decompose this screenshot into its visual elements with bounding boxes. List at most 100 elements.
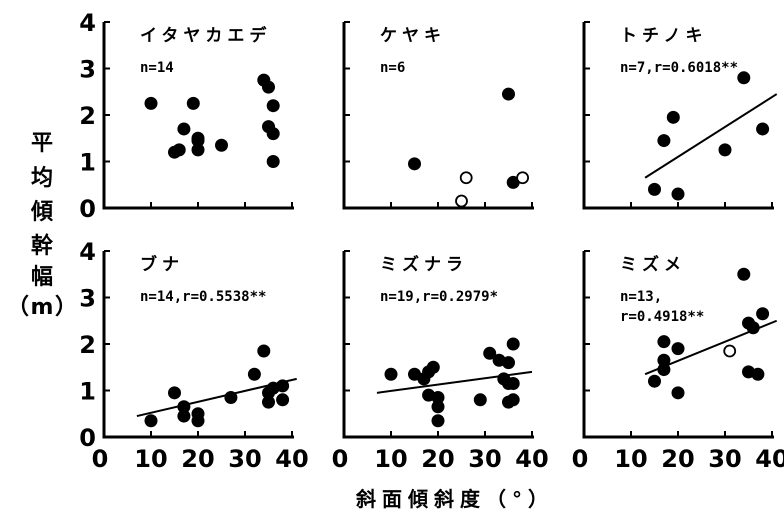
y-tick-label: 4 bbox=[79, 9, 96, 37]
data-point-filled bbox=[746, 321, 760, 335]
x-tick-label: 20 bbox=[181, 445, 214, 473]
panel-title: トチノキ bbox=[620, 26, 708, 46]
data-point-filled bbox=[177, 400, 191, 414]
panel: トチノキ n=7,r=0.6018** bbox=[582, 21, 778, 210]
data-point-filled bbox=[144, 414, 158, 428]
data-point-filled bbox=[751, 367, 765, 381]
data-point-filled bbox=[426, 360, 440, 374]
panel: ケヤキ n=6 bbox=[342, 21, 534, 210]
data-point-filled bbox=[177, 409, 191, 423]
data-point-filled bbox=[506, 393, 520, 407]
panel-stats: n=14,r=0.5538** bbox=[140, 289, 266, 305]
y-tick-label: 0 bbox=[79, 424, 96, 452]
y-tick-label: 3 bbox=[79, 285, 96, 313]
data-point-filled bbox=[262, 80, 275, 94]
data-point-filled bbox=[384, 367, 398, 381]
x-tick-label: 30 bbox=[468, 445, 501, 473]
data-point-filled bbox=[756, 307, 770, 321]
x-axis-label: 斜面傾斜度（°） bbox=[355, 487, 554, 511]
x-tick-label: 40 bbox=[515, 445, 548, 473]
y-tick-label: 0 bbox=[79, 195, 96, 223]
panel-title: ブナ bbox=[140, 254, 184, 275]
panel-title: ミズナラ bbox=[380, 254, 468, 275]
data-point-open bbox=[459, 171, 473, 185]
data-point-filled bbox=[247, 367, 261, 381]
data-point-filled bbox=[506, 377, 520, 391]
data-point-filled bbox=[431, 400, 445, 414]
data-point-filled bbox=[266, 155, 280, 168]
data-point-filled bbox=[648, 182, 661, 196]
data-point-filled bbox=[502, 87, 515, 101]
data-point-filled bbox=[408, 157, 421, 171]
y-tick-label: 1 bbox=[79, 378, 96, 406]
x-tick-label: 0 bbox=[572, 445, 589, 473]
y-tick-label: 4 bbox=[79, 238, 96, 266]
data-point-filled bbox=[177, 122, 191, 136]
data-point-filled bbox=[737, 71, 751, 85]
data-point-filled bbox=[671, 386, 685, 400]
y-tick-label: 3 bbox=[79, 56, 96, 84]
y-axis-label-char: 幹 bbox=[31, 233, 54, 259]
x-tick-label: 0 bbox=[332, 445, 349, 473]
panel-stats: n=19,r=0.2979* bbox=[380, 289, 498, 305]
data-point-filled bbox=[266, 99, 280, 113]
y-tick-label: 2 bbox=[79, 331, 96, 359]
x-tick-label: 20 bbox=[661, 445, 694, 473]
data-point-filled bbox=[224, 390, 238, 404]
x-tick-label: 0 bbox=[92, 445, 109, 473]
data-point-filled bbox=[718, 143, 732, 157]
data-point-filled bbox=[262, 395, 275, 409]
data-point-filled bbox=[657, 335, 671, 349]
y-axis-label-char: ） bbox=[55, 295, 77, 320]
x-tick-label: 10 bbox=[614, 445, 647, 473]
panel-stats: n=13, bbox=[620, 289, 662, 305]
y-axis-label-char: 平 bbox=[31, 131, 53, 156]
x-tick-label: 10 bbox=[134, 445, 167, 473]
data-point-filled bbox=[431, 390, 445, 404]
y-tick-label: 2 bbox=[79, 102, 96, 130]
x-tick-label: 30 bbox=[708, 445, 741, 473]
data-point-filled bbox=[266, 127, 280, 141]
y-axis-label-char: （ bbox=[7, 295, 29, 320]
data-point-filled bbox=[191, 131, 205, 145]
y-axis-label-char: 幅 bbox=[31, 265, 53, 290]
data-point-filled bbox=[144, 96, 158, 110]
data-point-filled bbox=[168, 386, 181, 400]
y-axis-label-char: m bbox=[31, 295, 54, 320]
panel-title: ミズメ bbox=[620, 254, 686, 275]
data-point-filled bbox=[671, 342, 685, 356]
x-tick-label: 20 bbox=[421, 445, 454, 473]
data-point-filled bbox=[172, 143, 186, 157]
data-point-filled bbox=[186, 96, 200, 110]
data-point-filled bbox=[666, 110, 680, 124]
data-point-filled bbox=[657, 134, 671, 148]
data-point-filled bbox=[502, 356, 515, 370]
data-point-filled bbox=[191, 143, 205, 157]
regression-line bbox=[644, 93, 778, 179]
data-point-filled bbox=[276, 379, 290, 393]
panel-stats: n=14 bbox=[140, 60, 174, 76]
panel-stats: r=0.4918** bbox=[620, 309, 704, 325]
x-tick-label: 40 bbox=[755, 445, 784, 473]
panel-stats: n=7,r=0.6018** bbox=[620, 60, 738, 76]
data-point-filled bbox=[648, 374, 661, 388]
panel-title: ケヤキ bbox=[380, 26, 446, 46]
data-point-open bbox=[516, 171, 529, 185]
data-point-open bbox=[723, 344, 737, 358]
data-point-filled bbox=[671, 187, 685, 201]
data-point-filled bbox=[756, 122, 770, 136]
data-point-filled bbox=[506, 337, 520, 351]
data-point-filled bbox=[483, 346, 497, 360]
data-point-filled bbox=[431, 414, 445, 428]
x-tick-label: 30 bbox=[228, 445, 261, 473]
data-point-filled bbox=[473, 393, 487, 407]
y-axis-label-char: 傾 bbox=[30, 200, 54, 225]
y-axis-label-char: 均 bbox=[31, 165, 53, 191]
data-point-open bbox=[455, 194, 468, 208]
panels: 0 1 2 3 4 イタヤカエデ n=14 ケヤキ n=6 トチノキ n=7,r=0.6018** 0… bbox=[79, 9, 784, 473]
data-point-filled bbox=[657, 363, 671, 377]
x-tick-label: 40 bbox=[275, 445, 308, 473]
data-point-filled bbox=[276, 393, 290, 407]
